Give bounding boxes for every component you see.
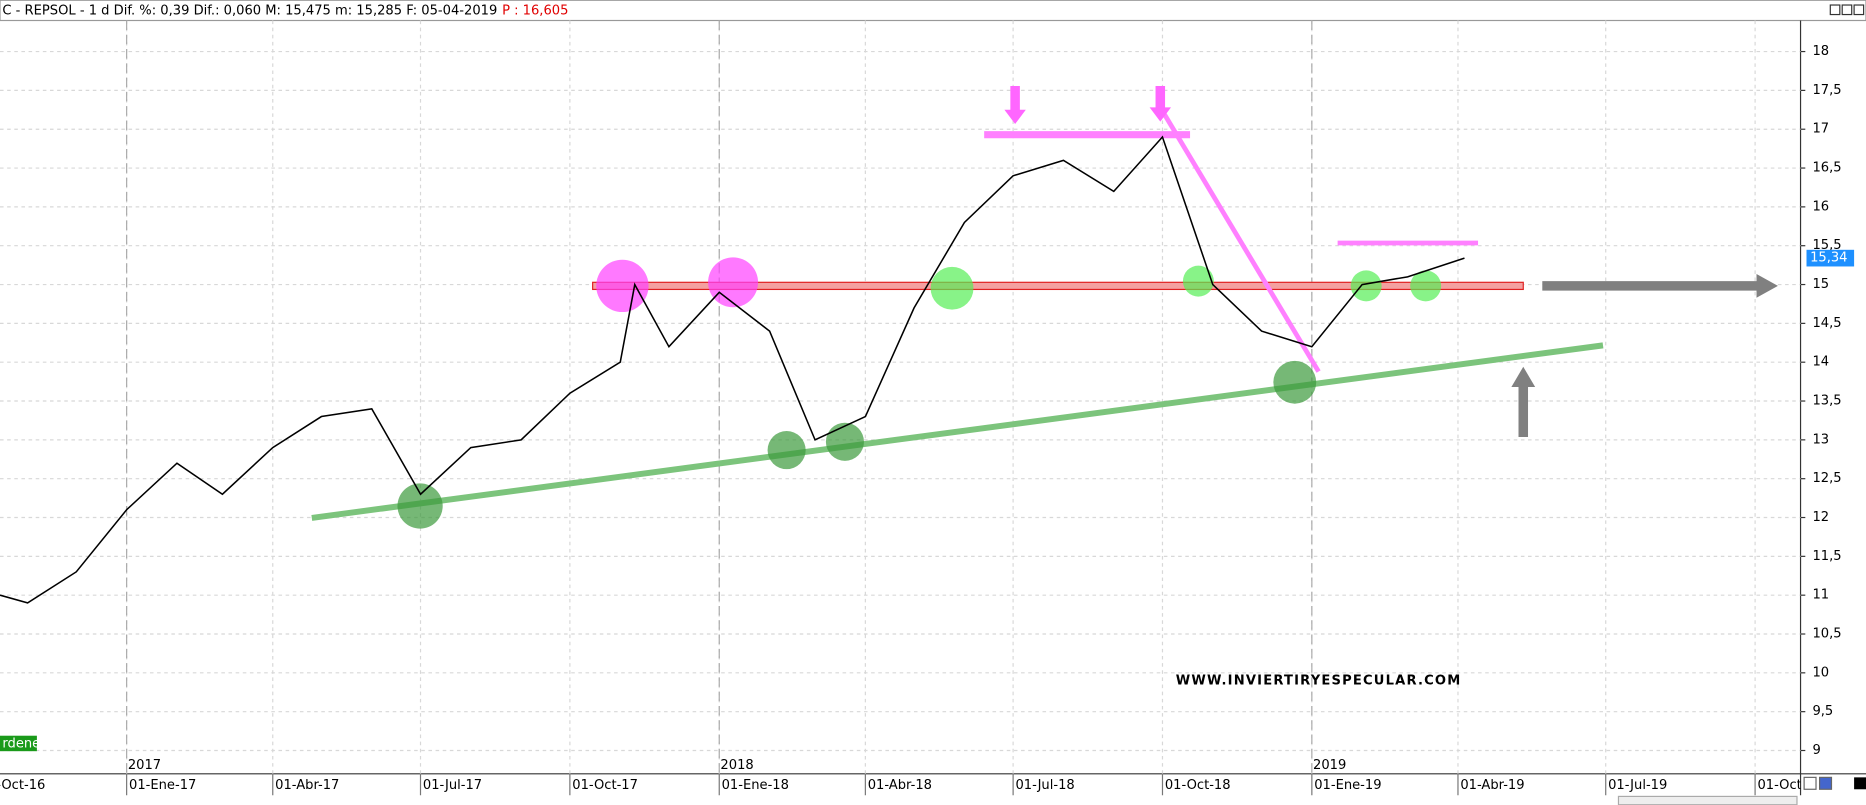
watermark: WWW.INVIERTIRYESPECULAR.COM [1176, 673, 1462, 688]
toolbar-button[interactable] [1803, 776, 1817, 790]
x-tick-label: 01-Oct-19 [1757, 778, 1823, 793]
pink-arrow [1149, 85, 1172, 122]
y-tick-label: 15 [1812, 277, 1829, 292]
y-tick-label: 18 [1812, 44, 1829, 59]
window-button[interactable] [1829, 4, 1841, 16]
green-circle [397, 483, 443, 529]
y-tick-label: 14 [1812, 355, 1829, 370]
year-label: 2017 [128, 758, 161, 773]
pink-circle [596, 259, 649, 313]
light-green-circle [1350, 270, 1382, 302]
x-tick-label: 01-Abr-19 [1460, 778, 1524, 793]
green-circle [1273, 360, 1317, 404]
y-tick-label: 13 [1812, 432, 1829, 447]
y-tick-label: 11 [1812, 588, 1829, 603]
light-green-circle [930, 266, 974, 310]
year-label: 2018 [720, 758, 753, 773]
header-price: P : 16,605 [502, 3, 568, 18]
grid: 01-Oct-16 01-Ene-17 01-Abr-17 01-Jul-17 01-O… [0, 20, 1823, 796]
green-circle [825, 422, 864, 461]
x-tick-label: 01-Ene-19 [1314, 778, 1381, 793]
resistance-band [592, 281, 1524, 291]
header-bar [0, 0, 1866, 22]
badge: rdenes [2, 737, 47, 752]
y-tick-label: 16 [1812, 199, 1829, 214]
toolbar-button[interactable] [1818, 776, 1833, 790]
x-tick-label: 01-Abr-17 [275, 778, 339, 793]
year-label: 2019 [1313, 758, 1346, 773]
light-green-circle [1182, 265, 1214, 297]
scrollbar[interactable] [1617, 795, 1798, 805]
gray-arrow-right [1542, 273, 1778, 298]
y-tick-label: 10,5 [1812, 627, 1841, 642]
y-tick-label: 16,5 [1812, 161, 1841, 176]
plot-area [0, 135, 1465, 604]
x-tick-label: 01-Ene-18 [722, 778, 789, 793]
x-tick-label: 01-Oct-17 [572, 778, 638, 793]
gray-arrow-up [1511, 366, 1536, 438]
y-tick-label: 11,5 [1812, 549, 1841, 564]
y-tick-label: 14,5 [1812, 316, 1841, 331]
y-tick-label: 12 [1812, 510, 1829, 525]
x-tick-label: 01-Abr-18 [868, 778, 932, 793]
window-button[interactable] [1853, 4, 1865, 16]
pink-arrow [1004, 85, 1026, 125]
y-tick-label: 17 [1812, 122, 1829, 137]
y-tick-label: 15,5 [1812, 238, 1841, 253]
x-tick-label: 01-Ene-17 [129, 778, 196, 793]
y-tick-label: 10 [1812, 665, 1829, 680]
pink-circle [708, 257, 759, 308]
price-tag [1806, 249, 1855, 267]
window-button[interactable] [1841, 4, 1853, 16]
x-tick-label: 01-Jul-19 [1608, 778, 1667, 793]
pink-trendline [1158, 106, 1321, 373]
x-tick-label: 01-Oct-16 [0, 778, 45, 793]
header-text: C - REPSOL - 1 d Dif. %: 0,39 Dif.: 0,06… [2, 3, 497, 18]
x-tick-label: 01-Jul-17 [423, 778, 482, 793]
price-tag-label: 15,34 [1810, 251, 1847, 266]
light-green-circle [1410, 270, 1442, 302]
support-trendline [311, 342, 1604, 521]
x-tick-label: 01-Jul-18 [1015, 778, 1074, 793]
y-tick-label: 9 [1812, 743, 1820, 758]
y-tick-label: 12,5 [1812, 471, 1841, 486]
price-line [0, 135, 1465, 604]
green-circle [767, 431, 806, 470]
badge-box [0, 735, 37, 752]
x-tick-label: 01-Oct-18 [1165, 778, 1231, 793]
y-tick-label: 17,5 [1812, 83, 1841, 98]
y-tick-label: 13,5 [1812, 394, 1841, 409]
toolbar-button[interactable] [1854, 777, 1866, 790]
annotations [311, 85, 1778, 529]
y-tick-label: 9,5 [1812, 704, 1833, 719]
